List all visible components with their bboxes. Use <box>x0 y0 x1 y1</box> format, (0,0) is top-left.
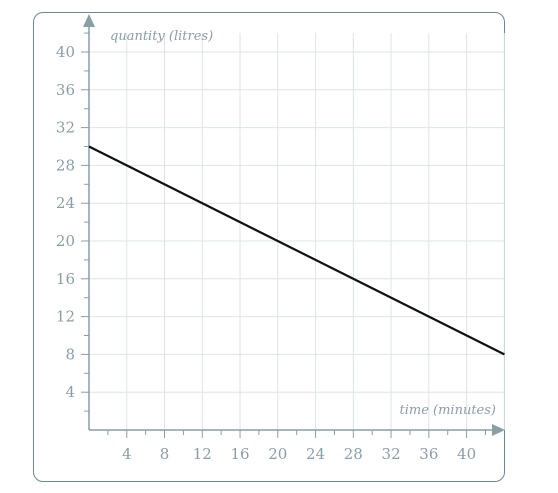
y-tick-label: 28 <box>56 156 75 174</box>
grid <box>89 33 505 430</box>
x-axis-title: time (minutes) <box>400 403 497 418</box>
x-axis-arrow <box>492 424 505 436</box>
x-tick-label: 16 <box>230 445 249 463</box>
y-tick-label: 20 <box>56 232 75 250</box>
x-tick-label: 20 <box>268 445 287 463</box>
y-tick-label: 32 <box>56 119 75 137</box>
chart-frame <box>33 12 505 482</box>
x-tick-label: 28 <box>344 445 363 463</box>
series <box>88 145 505 356</box>
y-tick-label: 4 <box>65 383 75 401</box>
x-tick-label: 24 <box>306 445 325 463</box>
y-tick-label: 8 <box>65 345 75 363</box>
ticks: 4 8 12 16 20 24 28 32 36 40 4 8 12 16 20 24 28 32 36 40 <box>56 32 486 463</box>
x-tick-label: 4 <box>122 445 132 463</box>
x-tick-label: 8 <box>160 445 170 463</box>
x-tick-label: 40 <box>457 445 476 463</box>
y-tick-label: 36 <box>56 81 75 99</box>
x-tick-label: 12 <box>193 445 212 463</box>
y-tick-label: 16 <box>56 270 75 288</box>
series-line <box>88 145 505 356</box>
x-tick-label: 36 <box>419 445 438 463</box>
axes <box>83 14 505 436</box>
y-tick-label: 12 <box>56 308 75 326</box>
y-axis-title: quantity (litres) <box>110 29 213 44</box>
y-tick-label: 24 <box>56 194 75 212</box>
y-axis-arrow <box>83 14 95 27</box>
x-tick-label: 32 <box>382 445 401 463</box>
y-tick-label: 40 <box>56 43 75 61</box>
